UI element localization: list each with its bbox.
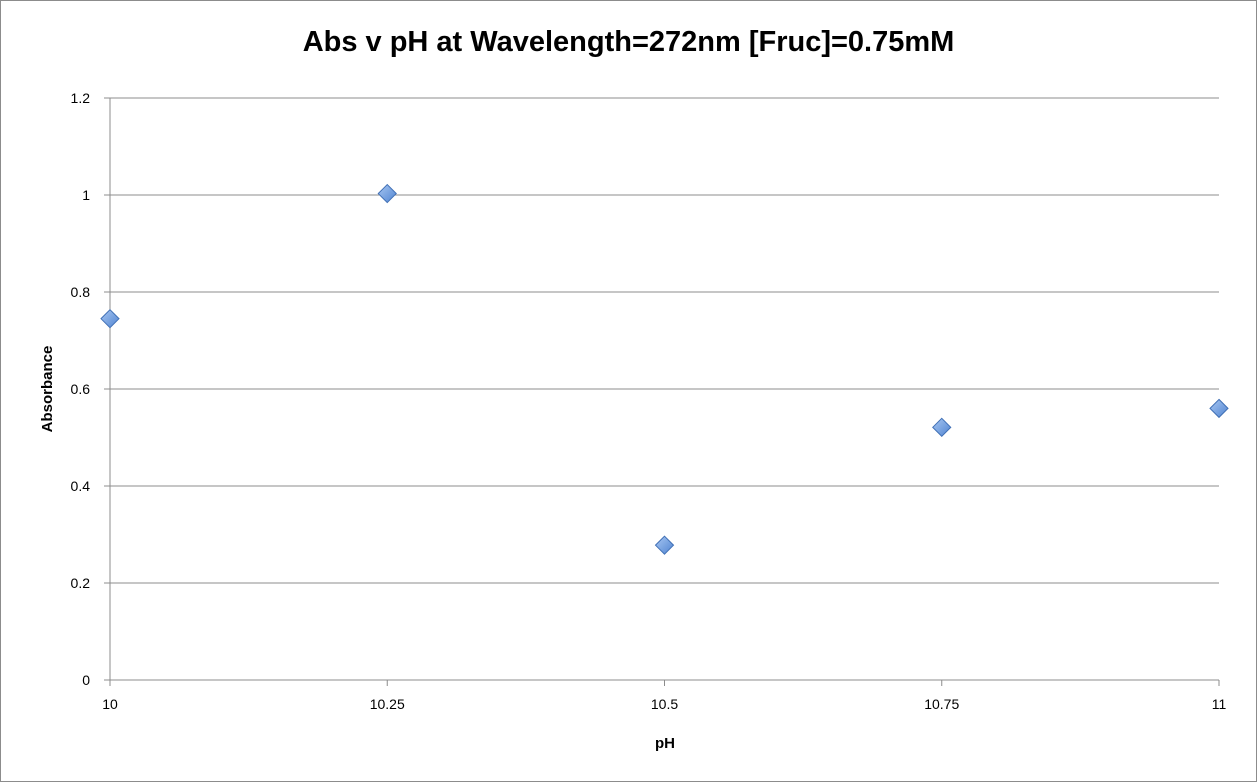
gridlines xyxy=(110,97,1219,584)
x-tick-label: 10.5 xyxy=(651,696,678,712)
y-axis-title: Absorbance xyxy=(39,346,56,433)
x-axis-title: pH xyxy=(655,735,675,752)
x-tick-label: 11 xyxy=(1212,696,1227,712)
data-point-marker xyxy=(377,183,397,204)
y-tick-label: 0.6 xyxy=(71,381,91,397)
y-tick-label: 1.2 xyxy=(71,90,91,106)
y-tick-label: 0.8 xyxy=(71,284,91,300)
x-tick-label: 10.25 xyxy=(370,696,405,712)
x-tick-label: 10.75 xyxy=(924,696,959,712)
y-tick-label: 0.4 xyxy=(71,478,91,494)
chart-title: Abs v pH at Wavelength=272nm [Fruc]=0.75… xyxy=(302,26,955,58)
data-point-marker xyxy=(100,308,120,329)
data-point-marker xyxy=(654,535,675,555)
tick-labels: 0 0.2 0.4 0.6 0.8 1 1.2 10 10.25 10.5 10.75 11 xyxy=(71,90,1227,712)
data-point-marker xyxy=(1209,398,1229,419)
data-point-marker xyxy=(932,417,952,438)
axes xyxy=(104,97,1220,686)
data-points xyxy=(100,183,1229,555)
y-tick-label: 0 xyxy=(82,672,90,688)
y-tick-label: 0.2 xyxy=(71,575,91,591)
x-tick-label: 10 xyxy=(102,696,118,712)
y-tick-label: 1 xyxy=(82,187,90,203)
